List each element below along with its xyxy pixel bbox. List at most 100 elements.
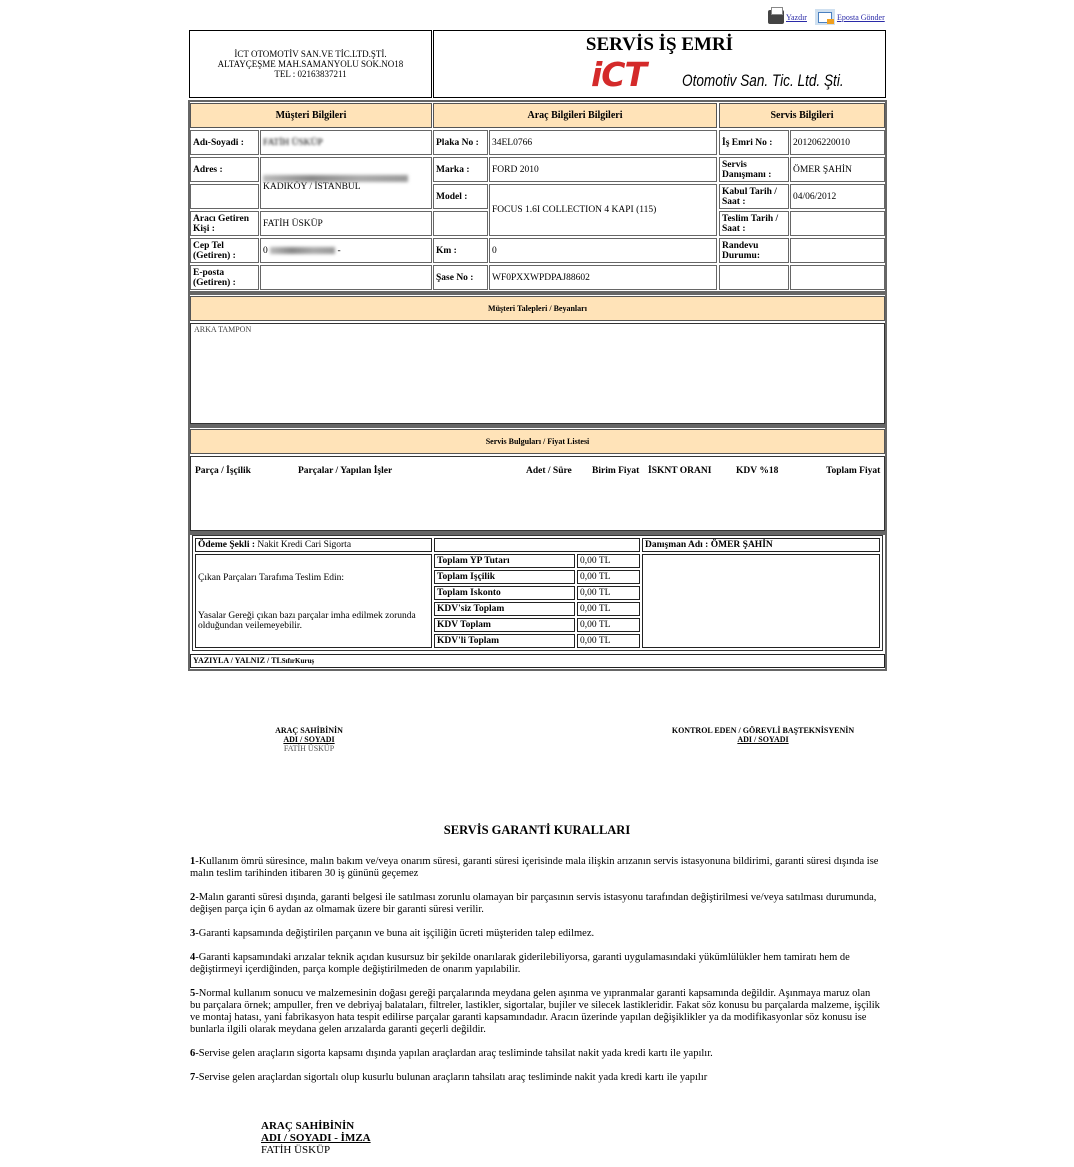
warranty-rule: 5-Normal kullanım sonucu ve malzemesinin…	[190, 988, 882, 1036]
address-text: KADIKÖY / İSTANBUL	[263, 181, 361, 192]
total-value: 0,00 TL	[577, 634, 640, 648]
legal-note: Yasalar Gereği çıkan bazı parçalar imha …	[198, 611, 416, 631]
company-name: İCT OTOMOTİV SAN.VE TİC.LTD.ŞTİ.	[234, 49, 387, 59]
parts-notes: Çıkan Parçaları Tarafıma Teslim Edin: Ya…	[195, 554, 432, 648]
payment-inner	[192, 535, 883, 651]
payment-section	[188, 533, 887, 671]
appointment-value	[790, 238, 885, 263]
brought-by-label: Aracı Getiren Kişi :	[190, 211, 259, 236]
title-box: SERVİS İŞ EMRİ iCT Otomotiv San. Tic. Lt…	[433, 30, 886, 98]
brand-label: Marka :	[433, 157, 488, 182]
col-items: Parçalar / Yapılan İşler	[298, 466, 393, 476]
email-link[interactable]: Eposta Gönder	[836, 12, 885, 22]
col-vat: KDV %18	[736, 466, 779, 476]
toolbar: Yazdır Eposta Gönder	[768, 7, 888, 26]
rule-text: -Malın garanti süresi dışında, garanti b…	[190, 892, 877, 915]
total-value: 0,00 TL	[577, 586, 640, 600]
rule-text: -Servise gelen araçlardan sigortalı olup…	[195, 1072, 708, 1083]
requests-header: Müşteri Talepleri / Beyanları	[190, 296, 885, 321]
empty-cell	[719, 265, 789, 290]
col-quantity: Adet / Süre	[526, 466, 572, 476]
warranty-rule: 3-Garanti kapsamında değiştirilen parçan…	[190, 928, 882, 940]
blurred-address	[263, 174, 408, 182]
phone-suffix: -	[337, 245, 341, 256]
customer-header: Müşteri Bilgileri	[190, 103, 432, 128]
requests-section	[188, 293, 887, 426]
advisor-name: Danışman Adı : ÖMER ŞAHİN	[642, 538, 880, 552]
rule-text: -Kullanım ömrü süresince, malın bakım ve…	[190, 856, 879, 879]
rule-text: -Garanti kapsamında değiştirilen parçanı…	[195, 928, 595, 939]
empty-cell	[434, 538, 640, 552]
email-value	[260, 265, 432, 290]
brand-value: FORD 2010	[489, 157, 717, 182]
email-label: E-posta (Getiren) :	[190, 265, 259, 290]
warranty-rule: 2-Malın garanti süresi dışında, garanti …	[190, 892, 882, 916]
warranty-title: SERVİS GARANTİ KURALLARI	[443, 823, 631, 837]
warranty-rule: 1-Kullanım ömrü süresince, malın bakım v…	[190, 856, 882, 880]
total-value: 0,00 TL	[577, 570, 640, 584]
payment-methods: Nakit Kredi Cari Sigorta	[257, 540, 352, 550]
rule-text: -Servise gelen araçların sigorta kapsamı…	[195, 1048, 713, 1059]
delivery-label: Teslim Tarih / Saat :	[719, 211, 789, 236]
total-label: KDV Toplam	[434, 618, 575, 632]
col-unit-price: Birim Fiyat	[592, 466, 640, 476]
warranty-rule: 7-Servise gelen araçlardan sigortalı olu…	[190, 1072, 882, 1084]
advisor-name-label: Danışman Adı :	[645, 540, 709, 550]
owner-sub: ADI / SOYADI	[283, 735, 335, 744]
address-label: Adres :	[190, 157, 259, 182]
delivery-value	[790, 211, 885, 236]
total-label: Toplam YP Tutarı	[434, 554, 575, 568]
return-parts-text: Çıkan Parçaları Tarafıma Teslim Edin:	[198, 573, 345, 583]
km-value: 0	[489, 238, 717, 263]
logo-text: Otomotiv San. Tic. Ltd. Şti.	[682, 71, 844, 90]
rule-number: 7	[190, 1072, 196, 1083]
email-icon[interactable]	[814, 9, 835, 25]
footer-signature: ARAÇ SAHİBİNİN ADI / SOYADI - İMZA FATİH…	[261, 1120, 371, 1156]
owner-title: ARAÇ SAHİBİNİN	[275, 726, 343, 735]
rule-number: 3	[190, 928, 196, 939]
company-phone: TEL : 02163837211	[274, 69, 347, 79]
in-words-value: SıfırKuruş	[281, 657, 315, 665]
name-value: FATİH ÜSKÜP	[260, 130, 432, 155]
model-empty	[433, 211, 488, 236]
page-title: SERVİS İŞ EMRİ	[585, 34, 734, 55]
name-label: Adı-Soyadi :	[190, 130, 259, 155]
accept-label: Kabul Tarih / Saat :	[719, 184, 789, 209]
total-label: Toplam Işçilik	[434, 570, 575, 584]
in-words: YAZIYLA / YALNIZ / TL SıfırKuruş	[190, 654, 885, 668]
km-label: Km :	[433, 238, 488, 263]
blurred-phone	[270, 247, 336, 254]
info-section	[188, 100, 887, 293]
company-info: İCT OTOMOTİV SAN.VE TİC.LTD.ŞTİ. ALTAYÇE…	[189, 30, 432, 98]
company-logo: iCT	[591, 55, 647, 94]
advisor-name-value: ÖMER ŞAHİN	[710, 540, 773, 550]
phone-prefix: 0	[263, 245, 268, 256]
plate-label: Plaka No :	[433, 130, 488, 155]
inspector-sub: ADI / SOYADI	[737, 735, 789, 744]
payment-method: Ödeme Şekli : Nakit Kredi Cari Sigorta	[195, 538, 432, 552]
findings-header: Servis Bulguları / Fiyat Listesi	[190, 429, 885, 454]
warranty-rule: 4-Garanti kapsamındaki arızalar teknik a…	[190, 952, 882, 976]
total-label: KDV'siz Toplam	[434, 602, 575, 616]
payment-method-label: Ödeme Şekli :	[198, 540, 255, 550]
rule-number: 1	[190, 856, 196, 867]
total-value: 0,00 TL	[577, 618, 640, 632]
appointment-label: Randevu Durumu:	[719, 238, 789, 263]
price-list-table	[190, 456, 885, 531]
col-total: Toplam Fiyat	[826, 466, 881, 476]
inspector-title: KONTROL EDEN / GÖREVLİ BAŞTEKNİSYENİN	[671, 726, 855, 735]
col-part-labor: Parça / İşçilik	[195, 466, 251, 476]
requests-textarea[interactable]: ARKA TAMPON	[190, 323, 885, 424]
order-label: İş Emri No :	[719, 130, 789, 155]
notes-box	[642, 554, 880, 648]
total-value: 0,00 TL	[577, 602, 640, 616]
footer-sub: ADI / SOYADI - İMZA	[261, 1132, 371, 1144]
name-text: FATİH ÜSKÜP	[263, 137, 323, 148]
rule-number: 5	[190, 988, 196, 999]
print-link[interactable]: Yazdır	[786, 12, 807, 22]
advisor-label: Servis Danışmanı :	[719, 157, 789, 182]
chassis-label: Şase No :	[433, 265, 488, 290]
accept-value: 04/06/2012	[790, 184, 885, 209]
empty-cell	[790, 265, 885, 290]
printer-icon[interactable]	[768, 7, 784, 24]
